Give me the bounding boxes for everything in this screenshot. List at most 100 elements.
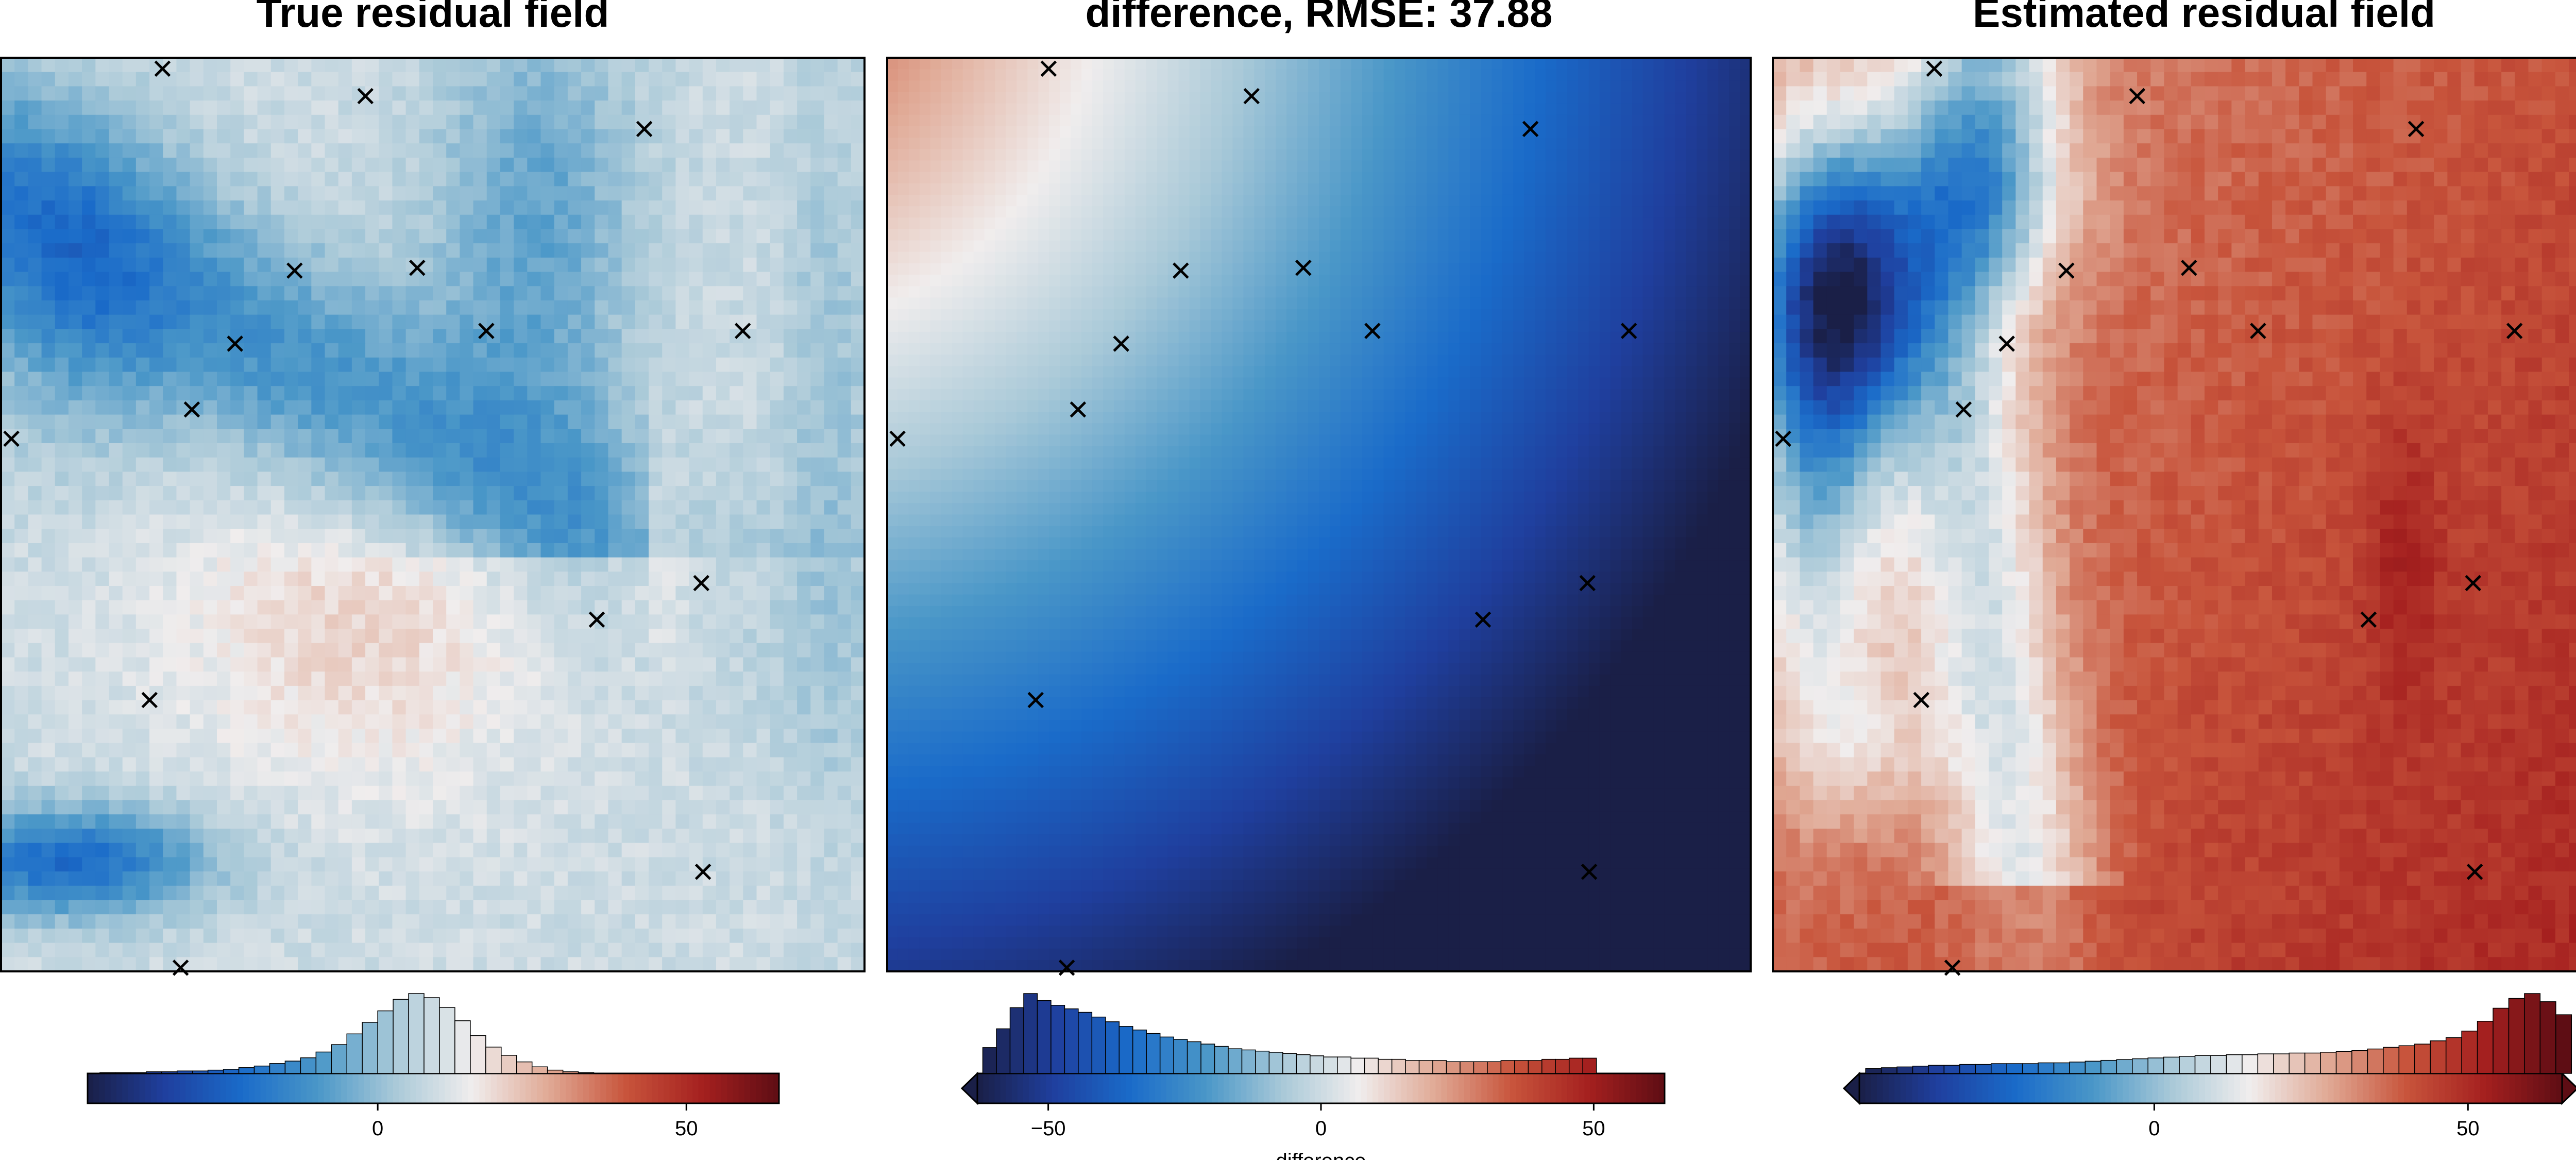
heatmap-cell	[284, 943, 298, 957]
heatmap-cell	[68, 357, 82, 373]
heatmap-cell	[1178, 69, 1190, 81]
heatmap-cell	[446, 58, 460, 73]
heatmap-cell	[311, 828, 326, 844]
heatmap-cell	[298, 86, 312, 101]
heatmap-cell	[675, 843, 690, 858]
heatmap-cell	[68, 400, 82, 415]
heatmap-cell	[135, 600, 150, 615]
heatmap-cell	[419, 200, 433, 215]
heatmap-cell	[770, 543, 784, 558]
heatmap-cell	[810, 400, 825, 415]
heatmap-cell	[675, 857, 690, 872]
heatmap-cell	[567, 871, 582, 886]
heatmap-cell	[1092, 126, 1104, 138]
heatmap-cell	[1, 757, 15, 772]
heatmap-cell	[797, 643, 811, 658]
heatmap-cell	[419, 72, 433, 87]
heatmap-cell	[419, 771, 433, 786]
heatmap-cell	[298, 457, 312, 472]
heatmap-cell	[608, 514, 622, 529]
heatmap-cell	[486, 543, 501, 558]
heatmap-cell	[702, 729, 717, 744]
heatmap-cell	[1006, 92, 1017, 104]
heatmap-cell	[1545, 126, 1557, 138]
heatmap-cell	[595, 714, 609, 729]
heatmap-cell	[702, 129, 717, 144]
heatmap-cell	[351, 514, 366, 529]
heatmap-cell	[1448, 58, 1460, 70]
heatmap-cell	[851, 343, 865, 358]
heatmap-cell	[203, 757, 217, 772]
heatmap-cell	[675, 343, 690, 358]
heatmap-cell	[473, 643, 487, 658]
heatmap-cell	[621, 643, 636, 658]
heatmap-cell	[527, 357, 541, 373]
heatmap-cell	[55, 186, 69, 201]
heatmap-cell	[662, 172, 676, 187]
heatmap-cell	[797, 757, 811, 772]
heatmap-cell	[1599, 114, 1611, 127]
heatmap-cell	[797, 814, 811, 829]
heatmap-cell	[554, 472, 568, 486]
heatmap-cell	[311, 157, 326, 173]
heatmap-cell	[55, 272, 69, 287]
heatmap-cell	[662, 629, 676, 644]
heatmap-cell	[783, 314, 798, 329]
heatmap-cell	[486, 785, 501, 801]
heatmap-cell	[217, 586, 231, 601]
heatmap-cell	[473, 257, 487, 273]
heatmap-cell	[311, 771, 326, 786]
heatmap-cell	[163, 743, 177, 758]
heatmap-cell	[392, 586, 406, 601]
heatmap-cell	[392, 100, 406, 115]
heatmap-cell	[95, 400, 110, 415]
heatmap-cell	[635, 614, 649, 629]
heatmap-cell	[770, 928, 784, 944]
heatmap-cell	[540, 714, 555, 729]
heatmap-cell	[1621, 103, 1633, 115]
heatmap-cell	[68, 414, 82, 429]
heatmap-cell	[1405, 114, 1417, 127]
heatmap-cell	[1286, 103, 1298, 115]
heatmap-cell	[405, 614, 420, 629]
heatmap-cell	[28, 143, 42, 158]
heatmap-cell	[365, 543, 379, 558]
heatmap-cell	[649, 143, 663, 158]
heatmap-cell	[419, 357, 433, 373]
heatmap-cell	[995, 103, 1007, 115]
heatmap-cell	[68, 243, 82, 258]
heatmap-cell	[810, 143, 825, 158]
heatmap-cell	[122, 314, 137, 329]
heatmap-cell	[68, 514, 82, 529]
heatmap-cell	[203, 657, 217, 672]
heatmap-cell	[527, 885, 541, 901]
heatmap-cell	[1254, 114, 1265, 127]
heatmap-cell	[1135, 58, 1147, 70]
heatmap-cell	[527, 414, 541, 429]
heatmap-cell	[203, 157, 217, 173]
heatmap-cell	[1222, 114, 1233, 127]
heatmap-cell	[244, 58, 258, 73]
heatmap-cell	[338, 257, 352, 273]
heatmap-cell	[824, 200, 838, 215]
heatmap-cell	[405, 429, 420, 444]
heatmap-cell	[730, 857, 743, 872]
heatmap-cell	[621, 72, 636, 87]
heatmap-cell	[649, 943, 663, 957]
heatmap-cell	[1167, 103, 1179, 115]
heatmap-cell	[514, 743, 528, 758]
heatmap-cell	[135, 557, 150, 572]
heatmap-cell	[635, 229, 649, 244]
heatmap-cell	[338, 443, 352, 458]
heatmap-cell	[595, 757, 609, 772]
heatmap-cell	[1535, 69, 1546, 81]
heatmap-cell	[730, 700, 743, 715]
heatmap-cell	[28, 514, 42, 529]
heatmap-cell	[635, 429, 649, 444]
heatmap-cell	[756, 586, 771, 601]
heatmap-cell	[486, 800, 501, 815]
heatmap-cell	[244, 243, 258, 258]
heatmap-cell	[55, 557, 69, 572]
heatmap-cell	[527, 243, 541, 258]
heatmap-cell	[730, 629, 743, 644]
